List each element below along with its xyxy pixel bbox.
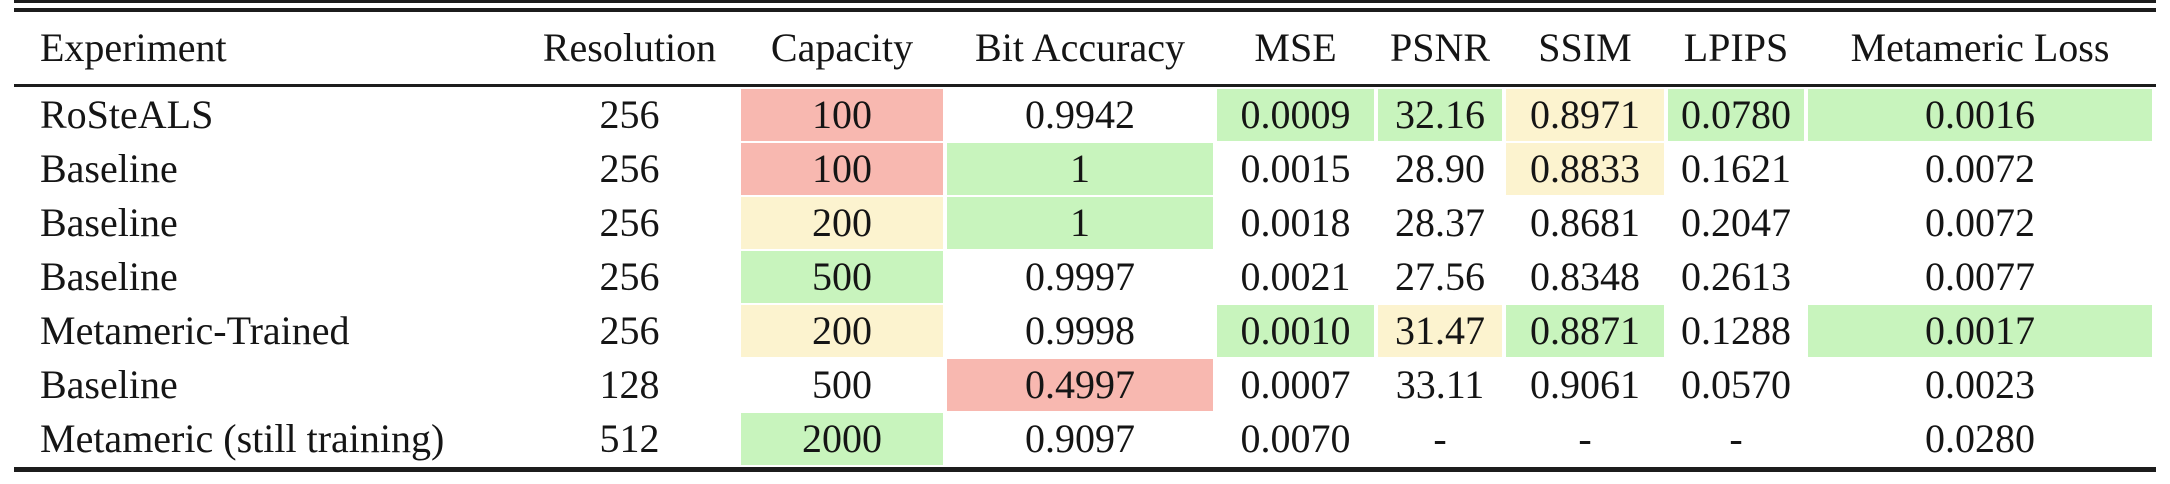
column-header-bit-accuracy: Bit Accuracy: [975, 25, 1185, 70]
value-cell: 0.0017: [1808, 305, 2152, 357]
value-cell: 0.9061: [1530, 362, 1640, 407]
column-header-capacity: Capacity: [770, 25, 914, 70]
header-separator-rule: [14, 84, 2156, 87]
table-row: RoSteALS 256 100 0.9942 0.0009 32.16 0.8971 0.0…: [18, 89, 2152, 141]
experiment-name-cell: RoSteALS: [40, 92, 214, 137]
value-cell: 256: [599, 308, 660, 353]
value-cell: 0.1288: [1681, 308, 1791, 353]
value-cell: -: [1433, 416, 1447, 461]
value-cell: -: [1729, 416, 1743, 461]
value-cell: 500: [741, 251, 943, 303]
value-cell: 33.11: [1395, 362, 1485, 407]
value-cell: 128: [599, 362, 660, 407]
experiment-name-cell: Metameric (still training): [40, 416, 445, 461]
value-cell: 100: [741, 143, 943, 195]
value-cell: 0.9998: [1025, 308, 1135, 353]
value-cell: 0.8681: [1530, 200, 1640, 245]
value-cell: 0.0780: [1668, 89, 1804, 141]
table-row: Metameric-Trained 256 200 0.9998 0.0010 31.47…: [18, 305, 2152, 357]
value-cell: 0.8833: [1506, 143, 1664, 195]
experiment-name-cell: Baseline: [40, 254, 178, 299]
column-header-ssim: SSIM: [1538, 25, 1632, 70]
table-row: Baseline 256 200 1 0.0018 28.37 0.8681 0.2047 0.…: [18, 197, 2152, 249]
top-rule-outer: [14, 0, 2156, 3]
column-header-resolution: Resolution: [542, 25, 717, 70]
value-cell: 0.0023: [1925, 362, 2035, 407]
column-header-lpips: LPIPS: [1683, 25, 1789, 70]
bottom-rule: [14, 467, 2156, 472]
value-cell: 27.56: [1395, 254, 1485, 299]
value-cell: 100: [741, 89, 943, 141]
value-cell: 2000: [741, 413, 943, 465]
value-cell: 256: [599, 146, 660, 191]
value-cell: 0.0570: [1681, 362, 1791, 407]
value-cell: 0.0007: [1240, 362, 1351, 407]
value-cell: 0.0010: [1217, 305, 1374, 357]
table-row: Baseline 256 500 0.9997 0.0021 27.56 0.8348 0.2…: [18, 251, 2152, 303]
value-cell: 200: [741, 197, 943, 249]
value-cell: 0.2613: [1681, 254, 1791, 299]
table-row: Baseline 128 500 0.4997 0.0007 33.11 0.9061 0.0…: [18, 359, 2152, 411]
value-cell: 0.8871: [1506, 305, 1664, 357]
value-cell: 0.9942: [1025, 92, 1135, 137]
value-cell: 0.9097: [1025, 416, 1135, 461]
value-cell: 31.47: [1378, 305, 1502, 357]
value-cell: 0.0009: [1217, 89, 1374, 141]
experiment-name-cell: Baseline: [40, 200, 178, 245]
value-cell: 0.0021: [1240, 254, 1351, 299]
value-cell: 0.0016: [1808, 89, 2152, 141]
value-cell: 28.37: [1395, 200, 1485, 245]
value-cell: 1: [947, 143, 1213, 195]
value-cell: 1: [947, 197, 1213, 249]
value-cell: 0.0015: [1240, 146, 1351, 191]
header-row: Experiment Resolution Capacity Bit Accuracy…: [18, 12, 2152, 84]
results-table-frame: Experiment Resolution Capacity Bit Accuracy…: [14, 0, 2156, 472]
results-table-body: RoSteALS 256 100 0.9942 0.0009 32.16 0.8971 0.0…: [14, 87, 2156, 467]
value-cell: 32.16: [1378, 89, 1502, 141]
value-cell: 28.90: [1395, 146, 1485, 191]
value-cell: 0.0072: [1925, 146, 2035, 191]
value-cell: 0.0070: [1240, 416, 1351, 461]
value-cell: 0.2047: [1681, 200, 1791, 245]
value-cell: 0.9997: [1025, 254, 1135, 299]
value-cell: 0.8348: [1530, 254, 1640, 299]
value-cell: -: [1578, 416, 1592, 461]
value-cell: 0.0018: [1240, 200, 1351, 245]
value-cell: 200: [741, 305, 943, 357]
column-header-psnr: PSNR: [1389, 25, 1491, 70]
experiment-name-cell: Baseline: [40, 146, 178, 191]
column-header-metameric-loss: Metameric Loss: [1850, 25, 2110, 70]
table-row: Baseline 256 100 1 0.0015 28.90 0.8833 0.1621 0.…: [18, 143, 2152, 195]
column-header-experiment: Experiment: [40, 25, 227, 70]
value-cell: 0.0280: [1925, 416, 2035, 461]
value-cell: 0.1621: [1681, 146, 1791, 191]
experiment-name-cell: Metameric-Trained: [40, 308, 350, 353]
value-cell: 0.0072: [1925, 200, 2035, 245]
experiment-name-cell: Baseline: [40, 362, 178, 407]
results-table-header: Experiment Resolution Capacity Bit Accuracy…: [14, 12, 2156, 84]
column-header-mse: MSE: [1254, 25, 1337, 70]
value-cell: 0.8971: [1506, 89, 1664, 141]
value-cell: 0.0077: [1925, 254, 2035, 299]
top-rule-inner: [14, 8, 2156, 12]
table-row: Metameric (still training) 512 2000 0.9097 0…: [18, 413, 2152, 465]
value-cell: 500: [812, 362, 872, 407]
value-cell: 256: [599, 200, 660, 245]
value-cell: 256: [599, 254, 660, 299]
value-cell: 512: [599, 416, 660, 461]
value-cell: 256: [599, 92, 660, 137]
value-cell: 0.4997: [947, 359, 1213, 411]
